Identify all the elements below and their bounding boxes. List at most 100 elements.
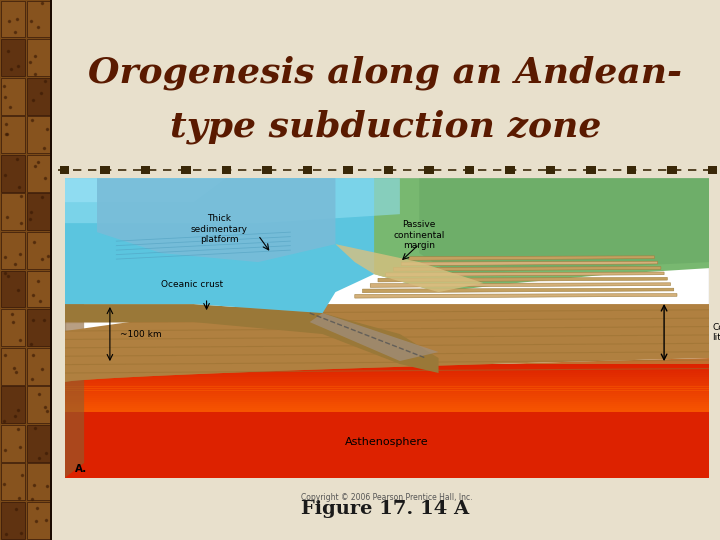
Text: Passive
continental
margin: Passive continental margin [394,220,445,250]
Text: Copyright © 2006 Pearson Prentice Hall, Inc.: Copyright © 2006 Pearson Prentice Hall, … [301,493,473,502]
Bar [65,369,709,371]
Bar [27,116,51,153]
Bar [1,425,25,462]
Bar [65,394,709,396]
Bar [27,425,51,462]
Bar [65,388,709,390]
Polygon shape [370,283,670,287]
Bar [27,271,51,307]
Bar [27,463,51,501]
Bar [667,166,677,174]
Bar [1,271,25,307]
Bar [1,309,25,346]
Polygon shape [419,178,709,274]
Text: Orogenesis along an Andean-: Orogenesis along an Andean- [89,56,683,90]
Polygon shape [374,178,709,292]
Bar [586,166,595,174]
Bar [181,166,191,174]
Polygon shape [401,261,657,266]
Polygon shape [65,178,226,202]
Bar [27,502,51,539]
Bar [50,0,52,540]
Polygon shape [378,278,667,282]
Bar [465,166,474,174]
Bar [27,1,51,37]
Bar [65,383,709,384]
Bar [65,379,709,381]
Bar [60,166,69,174]
Bar [0,0,52,540]
Bar [100,166,109,174]
Bar [262,166,271,174]
Text: type subduction zone: type subduction zone [169,110,601,144]
Bar [65,398,709,400]
Bar [1,232,25,269]
Bar [65,393,709,394]
Bar [27,348,51,384]
Bar [65,408,709,410]
Polygon shape [393,267,661,271]
Bar [65,363,709,365]
Polygon shape [409,256,654,260]
Bar [27,39,51,76]
Bar [302,166,312,174]
Bar [65,406,709,408]
Polygon shape [65,178,400,313]
Bar [65,377,709,379]
Bar [27,232,51,269]
Text: Continental
lithosphere: Continental lithosphere [712,323,720,342]
Bar [27,386,51,423]
Bar [626,166,636,174]
Polygon shape [355,294,677,298]
Bar [27,78,51,114]
Bar [1,502,25,539]
Bar [1,116,25,153]
Polygon shape [336,244,484,292]
Polygon shape [65,178,400,223]
Bar [65,400,709,402]
Bar [424,166,433,174]
Bar [65,404,709,406]
Bar [1,39,25,76]
Bar [65,367,709,369]
Bar [1,348,25,384]
Bar [1,386,25,423]
Polygon shape [310,313,438,361]
Bar [1,463,25,501]
Bar [65,375,709,377]
Text: Thick
sedimentary
platform: Thick sedimentary platform [191,214,248,244]
Polygon shape [65,178,84,478]
Bar [1,193,25,231]
Bar [65,371,709,373]
Bar [505,166,515,174]
Text: Asthenosphere: Asthenosphere [345,437,429,447]
Polygon shape [386,272,664,276]
Bar [65,364,709,478]
Bar [141,166,150,174]
Text: Oceanic crust: Oceanic crust [161,280,224,289]
Bar [65,390,709,393]
Bar [65,381,709,383]
Text: ~100 km: ~100 km [120,329,161,339]
Bar [1,155,25,192]
Bar [27,155,51,192]
Bar [65,396,709,399]
Bar [546,166,555,174]
Bar [65,365,709,367]
Bar [65,402,709,404]
Bar [65,384,709,387]
Bar [1,78,25,114]
Bar [27,193,51,231]
Polygon shape [362,288,674,293]
Bar [1,1,25,37]
Bar [65,387,709,389]
Bar [384,166,393,174]
Bar [27,309,51,346]
Text: Figure 17. 14 A: Figure 17. 14 A [301,500,469,518]
Bar [222,166,231,174]
Text: A.: A. [74,464,86,474]
Polygon shape [97,178,336,262]
Bar [65,373,709,375]
Bar [708,166,717,174]
Bar [343,166,353,174]
